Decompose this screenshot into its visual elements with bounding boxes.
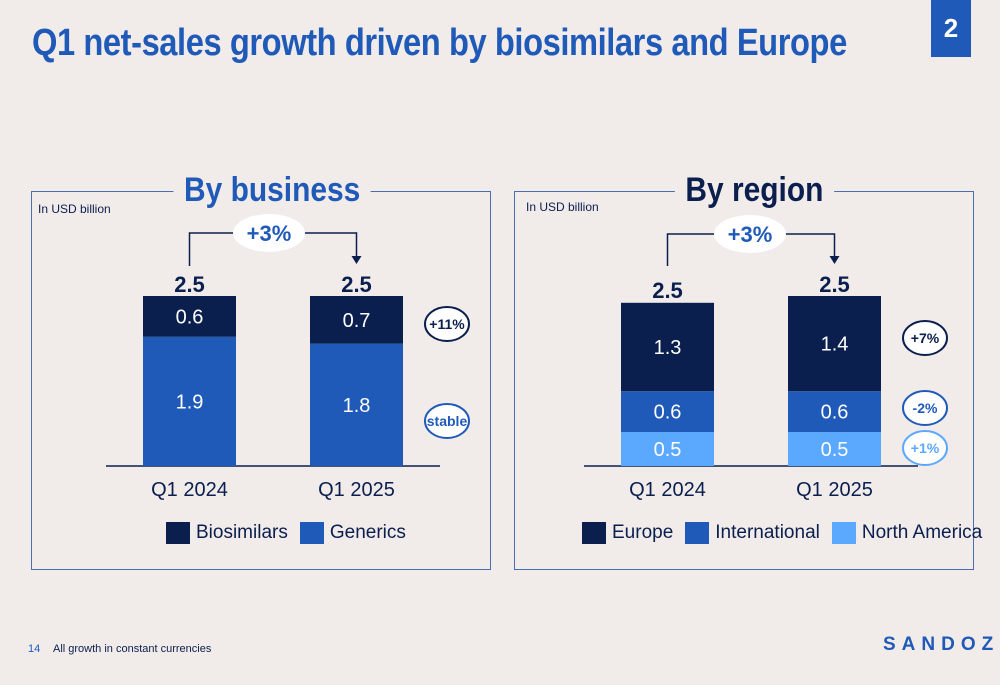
company-logo: SANDOZ — [883, 634, 1000, 655]
legend-swatch-europe — [582, 522, 606, 544]
region-value-label-2-1: 1.4 — [821, 334, 849, 356]
region-value-label-1-1: 0.6 — [821, 402, 849, 424]
legend-item-biosimilars: Biosimilars — [166, 522, 288, 544]
region-bar-north-america-0 — [621, 432, 714, 466]
region-value-label-0-0: 0.5 — [654, 439, 682, 461]
business-category-label-0: Q1 2024 — [151, 479, 228, 501]
business-growth-oval — [233, 214, 305, 252]
region-category-label-0: Q1 2024 — [629, 479, 706, 501]
region-bar-europe-1 — [788, 296, 881, 392]
footnote: All growth in constant currencies — [53, 643, 212, 655]
region-bar-north-america-1 — [788, 432, 881, 466]
legend-swatch-generics — [299, 522, 324, 544]
region-growth-badge-label-2: +7% — [911, 330, 940, 346]
business-growth-badge-0 — [424, 403, 470, 439]
business-category-label-1: Q1 2025 — [318, 479, 395, 501]
legend-label-international: International — [715, 522, 820, 543]
region-legend: Europe International North America — [582, 522, 994, 544]
legend-label-north-america: North America — [861, 522, 983, 543]
region-value-label-0-1: 0.5 — [821, 439, 849, 461]
page-title: Q1 net-sales growth driven by biosimilar… — [32, 22, 847, 64]
business-growth-badge-label-0: stable — [427, 413, 468, 429]
footer-page-number: 14 — [28, 643, 41, 655]
region-growth-oval — [714, 215, 786, 253]
legend-item-north-america: North America — [831, 522, 983, 544]
business-growth-badge-1 — [424, 306, 470, 342]
business-growth-badge-label-1: +11% — [429, 316, 465, 332]
business-unit-label: In USD billion — [38, 202, 111, 216]
region-bar-europe-0 — [621, 302, 714, 392]
business-bar-generics-1 — [310, 343, 403, 466]
region-total-label-0: 2.5 — [652, 278, 683, 303]
region-unit-label: In USD billion — [526, 200, 599, 214]
business-legend: Biosimilars Generics — [166, 522, 418, 544]
business-value-label-1-0: 0.6 — [176, 306, 204, 328]
legend-label-europe: Europe — [612, 522, 674, 543]
business-growth-arrowhead — [351, 256, 362, 264]
legend-swatch-north-america — [831, 522, 856, 544]
region-bar-international-1 — [788, 391, 881, 432]
legend-item-europe: Europe — [582, 522, 673, 544]
region-category-label-1: Q1 2025 — [796, 479, 873, 501]
business-bar-biosimilars-0 — [143, 296, 236, 337]
region-growth-badge-label-1: -2% — [913, 400, 938, 416]
legend-item-international: International — [685, 522, 820, 544]
business-value-label-0-1: 1.8 — [343, 395, 371, 417]
region-total-growth-label: +3% — [728, 222, 773, 247]
legend-item-generics: Generics — [299, 522, 406, 544]
business-total-label-1: 2.5 — [341, 272, 372, 297]
region-growth-badge-0 — [902, 430, 948, 466]
legend-label-biosimilars: Biosimilars — [196, 522, 288, 543]
business-bar-generics-0 — [143, 336, 236, 466]
region-total-label-1: 2.5 — [819, 272, 850, 297]
region-chart-title: By region — [674, 171, 834, 210]
region-growth-badge-label-0: +1% — [911, 440, 940, 456]
legend-label-generics: Generics — [329, 522, 406, 543]
business-value-label-0-0: 1.9 — [176, 391, 204, 413]
region-bar-international-0 — [621, 391, 714, 432]
business-total-growth-label: +3% — [247, 221, 292, 246]
region-growth-badge-1 — [902, 390, 948, 426]
legend-swatch-international — [685, 522, 710, 544]
region-growth-badge-2 — [902, 320, 948, 356]
region-value-label-2-0: 1.3 — [654, 337, 682, 359]
legend-swatch-biosimilars — [166, 522, 190, 544]
region-growth-arrowhead — [829, 256, 840, 264]
business-chart-title: By business — [173, 171, 371, 210]
business-bar-biosimilars-1 — [310, 296, 403, 344]
region-value-label-1-0: 0.6 — [654, 402, 682, 424]
business-value-label-1-1: 0.7 — [343, 310, 371, 332]
business-total-label-0: 2.5 — [174, 272, 205, 297]
page-number-badge: 2 — [931, 0, 971, 57]
